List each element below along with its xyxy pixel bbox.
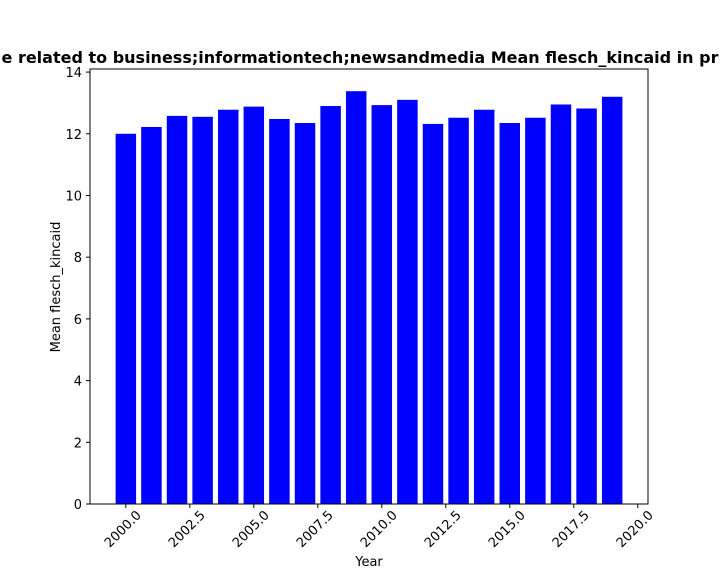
y-tick-label: 0	[74, 498, 82, 513]
x-tick-label: 2012.5	[422, 508, 465, 551]
y-tick-label: 4	[74, 375, 82, 390]
plot-frame	[89, 68, 649, 505]
x-tick-label: 2000.0	[102, 508, 145, 551]
bar-2012	[422, 123, 444, 504]
bar-2016	[525, 117, 546, 505]
bar-2005	[243, 106, 265, 504]
bar-2004	[217, 109, 239, 504]
bar-2008	[320, 106, 341, 505]
y-tick-label: 10	[65, 189, 82, 204]
bar-2013	[448, 117, 469, 505]
y-tick-label: 2	[74, 436, 82, 451]
x-tick-label: 2015.0	[486, 508, 529, 551]
x-tick-label: 2020.0	[614, 508, 657, 551]
y-axis: 0 2 4 6 8 10 12 14	[65, 66, 90, 513]
y-tick-label: 12	[65, 128, 82, 143]
x-axis-label: Year	[354, 555, 383, 570]
x-tick-label: 2010.0	[358, 508, 401, 551]
x-tick-label: 2017.5	[550, 508, 593, 551]
bar-2018	[576, 108, 597, 505]
bar-2015	[499, 122, 521, 505]
bar-2001	[141, 127, 162, 504]
bar-2003	[192, 116, 213, 504]
bar-2014	[473, 109, 495, 504]
x-tick-label: 2007.5	[294, 508, 337, 551]
bar-2017	[550, 104, 572, 504]
bar-2011	[397, 99, 418, 504]
chart-title: e related to business;informationtech;ne…	[2, 48, 719, 67]
x-tick-label: 2002.5	[166, 508, 209, 551]
bar-2000	[115, 133, 137, 505]
y-tick-label: 8	[74, 251, 82, 266]
bar-2002	[166, 115, 188, 504]
bar-2010	[371, 105, 393, 504]
y-axis-label: Mean flesch_kincaid	[49, 222, 64, 353]
bar-2009	[345, 91, 367, 505]
bar-2007	[294, 122, 316, 505]
bars-group	[115, 91, 623, 505]
bar-2006	[269, 118, 290, 504]
x-tick-label: 2005.0	[230, 508, 273, 551]
y-tick-label: 6	[74, 313, 82, 328]
bar-2019	[601, 96, 623, 505]
y-tick-label: 14	[65, 66, 82, 81]
x-axis: 2000.0 2002.5 2005.0 2007.5 2010.0 2012.5 2015…	[102, 504, 657, 551]
